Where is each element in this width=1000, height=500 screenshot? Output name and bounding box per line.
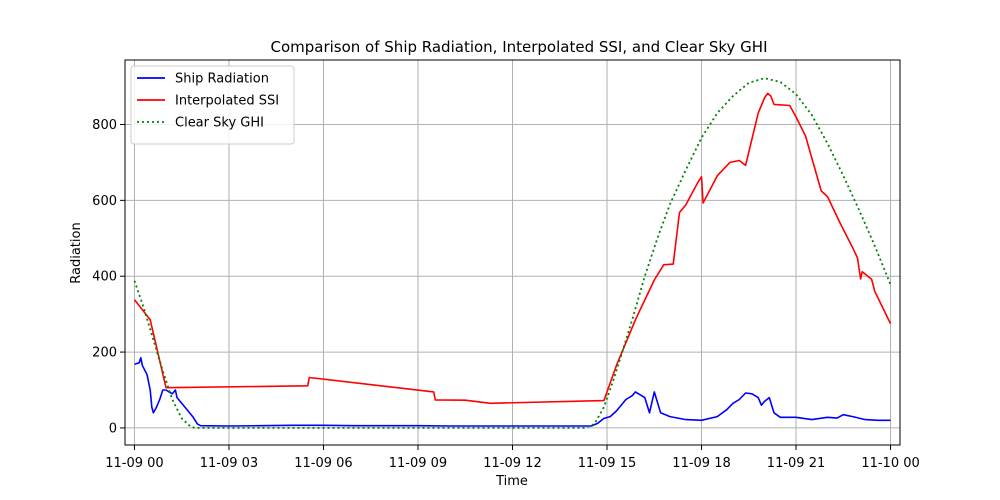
series-line-interpolated-ssi xyxy=(133,92,892,405)
x-tick-label: 11-09 03 xyxy=(200,456,258,471)
x-axis: 11-09 00 11-09 03 11-09 06 11-09 09 11-09 12… xyxy=(105,445,920,471)
legend-box xyxy=(130,65,295,145)
y-tick-label: 800 xyxy=(92,118,117,133)
x-tick-label: 11-09 00 xyxy=(105,456,163,471)
y-tick-label: 600 xyxy=(92,194,117,209)
series-line-ship-radiation xyxy=(134,357,891,427)
x-tick-label: 11-09 06 xyxy=(294,456,352,471)
x-axis-label: Time xyxy=(495,474,528,489)
y-axis: 0 200 400 600 800 xyxy=(92,118,125,436)
x-tick-label: 11-09 15 xyxy=(578,456,636,471)
legend-label: Ship Radiation xyxy=(175,72,269,87)
x-tick-label: 11-09 21 xyxy=(767,456,825,471)
chart-title: Comparison of Ship Radiation, Interpolat… xyxy=(270,38,767,56)
x-tick-label: 11-10 00 xyxy=(861,456,919,471)
y-tick-label: 200 xyxy=(92,346,117,361)
grid-lines xyxy=(125,60,900,445)
y-axis-label: Radiation xyxy=(69,222,84,283)
x-tick-label: 11-09 09 xyxy=(389,456,447,471)
y-tick-label: 400 xyxy=(92,270,117,285)
x-tick-label: 11-09 18 xyxy=(672,456,730,471)
legend-label: Clear Sky GHI xyxy=(175,116,264,131)
x-tick-label: 11-09 12 xyxy=(483,456,541,471)
legend: Ship Radiation Interpolated SSI Clear Sky … xyxy=(130,65,295,145)
series-layer xyxy=(133,77,892,429)
y-tick-label: 0 xyxy=(109,421,117,436)
legend-label: Interpolated SSI xyxy=(175,94,279,109)
series-line-clear-sky-ghi xyxy=(133,77,892,429)
